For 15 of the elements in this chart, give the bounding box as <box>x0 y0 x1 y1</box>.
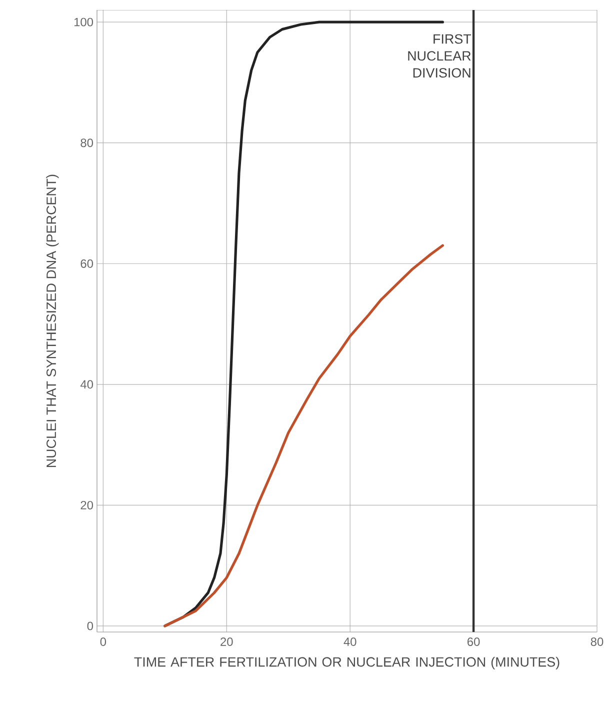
y-tick-label: 40 <box>80 380 94 389</box>
x-tick-label: 0 <box>100 638 106 646</box>
line-series <box>164 244 444 628</box>
x-tick-label: 20 <box>220 638 233 646</box>
y-tick-label: 20 <box>80 500 94 510</box>
y-tick-label: 100 <box>74 18 94 26</box>
ref-line-label: FIRST NUCLEAR DIVISION <box>408 34 472 78</box>
x-tick-label: 60 <box>468 638 480 646</box>
y-axis-title: NUCLEI THAT SYNTHESIZED DNA (PERCENT) <box>46 174 59 467</box>
x-tick-label: 80 <box>590 638 604 646</box>
y-tick-label: 0 <box>87 622 94 630</box>
x-tick-label: 40 <box>344 638 356 646</box>
y-tick-label: 80 <box>80 138 94 148</box>
y-tick-label: 60 <box>80 259 94 268</box>
x-axis-title: TIME AFTER FERTILIZATION OR NUCLEAR INJECTION (MINUTES) <box>134 656 560 670</box>
